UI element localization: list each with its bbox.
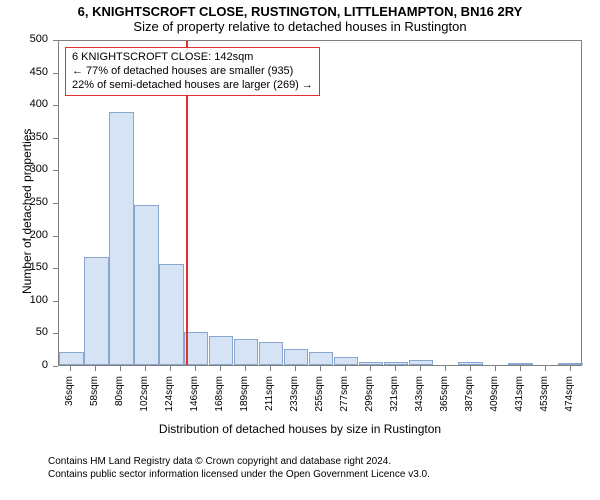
xtick-label: 102sqm xyxy=(139,376,150,426)
xtick-mark xyxy=(345,366,346,371)
ytick-mark xyxy=(53,301,58,302)
xtick-label: 365sqm xyxy=(439,376,450,426)
ytick-label: 0 xyxy=(6,359,48,371)
histogram-bar xyxy=(458,362,482,365)
xtick-label: 233sqm xyxy=(289,376,300,426)
xtick-mark xyxy=(195,366,196,371)
y-axis-label: Number of detached properties xyxy=(20,129,34,294)
histogram-bar xyxy=(84,257,108,365)
xtick-label: 343sqm xyxy=(414,376,425,426)
ytick-label: 450 xyxy=(6,66,48,78)
histogram-chart: 6 KNIGHTSCROFT CLOSE: 142sqm← 77% of det… xyxy=(6,36,594,456)
xtick-label: 146sqm xyxy=(189,376,200,426)
xtick-mark xyxy=(270,366,271,371)
histogram-bar xyxy=(234,339,258,365)
histogram-bar xyxy=(334,357,358,365)
ytick-mark xyxy=(53,333,58,334)
ytick-mark xyxy=(53,138,58,139)
histogram-bar xyxy=(359,362,383,365)
xtick-label: 387sqm xyxy=(464,376,475,426)
ytick-mark xyxy=(53,40,58,41)
xtick-mark xyxy=(570,366,571,371)
title-address: 6, KNIGHTSCROFT CLOSE, RUSTINGTON, LITTL… xyxy=(6,4,594,19)
histogram-bar xyxy=(259,342,283,365)
xtick-label: 431sqm xyxy=(514,376,525,426)
ytick-mark xyxy=(53,203,58,204)
ytick-label: 50 xyxy=(6,326,48,338)
xtick-mark xyxy=(470,366,471,371)
histogram-bar xyxy=(508,363,532,365)
xtick-mark xyxy=(95,366,96,371)
xtick-label: 36sqm xyxy=(64,376,75,426)
histogram-bar xyxy=(409,360,433,365)
xtick-label: 189sqm xyxy=(239,376,250,426)
annotation-line: ← 77% of detached houses are smaller (93… xyxy=(72,65,313,79)
histogram-bar xyxy=(134,205,158,365)
histogram-bar xyxy=(159,264,183,365)
xtick-mark xyxy=(545,366,546,371)
xtick-mark xyxy=(220,366,221,371)
xtick-mark xyxy=(495,366,496,371)
xtick-mark xyxy=(420,366,421,371)
xtick-mark xyxy=(245,366,246,371)
xtick-mark xyxy=(395,366,396,371)
xtick-label: 80sqm xyxy=(114,376,125,426)
ytick-label: 500 xyxy=(6,33,48,45)
xtick-mark xyxy=(145,366,146,371)
histogram-bar xyxy=(109,112,133,365)
credit-line-1: Contains HM Land Registry data © Crown c… xyxy=(6,456,594,469)
xtick-mark xyxy=(120,366,121,371)
x-axis-label: Distribution of detached houses by size … xyxy=(6,422,594,436)
xtick-label: 299sqm xyxy=(364,376,375,426)
xtick-mark xyxy=(445,366,446,371)
annotation-box: 6 KNIGHTSCROFT CLOSE: 142sqm← 77% of det… xyxy=(65,47,320,96)
ytick-mark xyxy=(53,268,58,269)
ytick-mark xyxy=(53,170,58,171)
annotation-line: 6 KNIGHTSCROFT CLOSE: 142sqm xyxy=(72,51,313,65)
ytick-mark xyxy=(53,73,58,74)
ytick-label: 400 xyxy=(6,98,48,110)
figure-root: 6, KNIGHTSCROFT CLOSE, RUSTINGTON, LITTL… xyxy=(0,0,600,500)
xtick-mark xyxy=(170,366,171,371)
xtick-mark xyxy=(70,366,71,371)
ytick-mark xyxy=(53,366,58,367)
xtick-label: 58sqm xyxy=(89,376,100,426)
xtick-label: 277sqm xyxy=(339,376,350,426)
plot-area: 6 KNIGHTSCROFT CLOSE: 142sqm← 77% of det… xyxy=(58,40,582,366)
histogram-bar xyxy=(309,352,333,365)
histogram-bar xyxy=(209,336,233,365)
xtick-label: 409sqm xyxy=(489,376,500,426)
ytick-mark xyxy=(53,105,58,106)
histogram-bar xyxy=(59,352,83,365)
xtick-mark xyxy=(295,366,296,371)
annotation-line: 22% of semi-detached houses are larger (… xyxy=(72,79,313,93)
xtick-label: 124sqm xyxy=(164,376,175,426)
credit-line-2: Contains public sector information licen… xyxy=(6,469,594,482)
xtick-mark xyxy=(520,366,521,371)
xtick-label: 474sqm xyxy=(564,376,575,426)
xtick-label: 168sqm xyxy=(214,376,225,426)
xtick-label: 211sqm xyxy=(264,376,275,426)
xtick-label: 453sqm xyxy=(539,376,550,426)
histogram-bar xyxy=(558,363,582,365)
ytick-label: 100 xyxy=(6,294,48,306)
xtick-label: 321sqm xyxy=(389,376,400,426)
histogram-bar xyxy=(284,349,308,365)
xtick-mark xyxy=(320,366,321,371)
xtick-mark xyxy=(370,366,371,371)
ytick-mark xyxy=(53,236,58,237)
xtick-label: 255sqm xyxy=(314,376,325,426)
title-subtitle: Size of property relative to detached ho… xyxy=(6,19,594,34)
histogram-bar xyxy=(384,362,408,365)
